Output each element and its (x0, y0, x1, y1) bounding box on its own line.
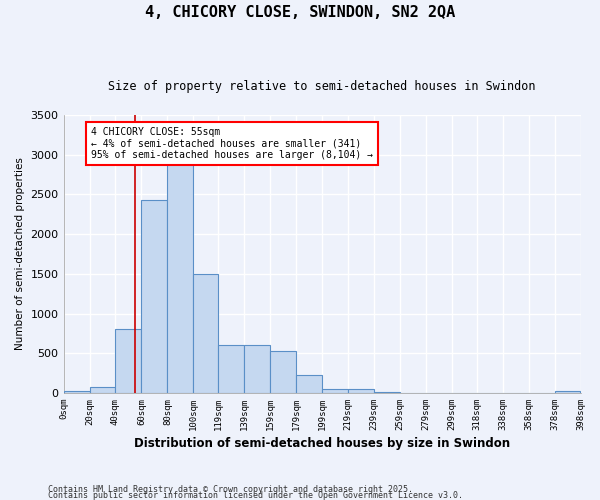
Bar (554, 390, 580, 393)
Bar (322, 389, 348, 393)
Bar (193, 274, 218, 393)
X-axis label: Distribution of semi-detached houses by size in Swindon: Distribution of semi-detached houses by … (134, 437, 510, 450)
Text: Contains HM Land Registry data © Crown copyright and database right 2025.: Contains HM Land Registry data © Crown c… (48, 485, 413, 494)
Y-axis label: Number of semi-detached properties: Number of semi-detached properties (15, 158, 25, 350)
Text: 4 CHICORY CLOSE: 55sqm
← 4% of semi-detached houses are smaller (341)
95% of sem: 4 CHICORY CLOSE: 55sqm ← 4% of semi-deta… (91, 127, 373, 160)
Bar (167, 162, 193, 393)
Title: Size of property relative to semi-detached houses in Swindon: Size of property relative to semi-detach… (108, 80, 536, 93)
Bar (244, 346, 270, 393)
Text: 4, CHICORY CLOSE, SWINDON, SN2 2QA: 4, CHICORY CLOSE, SWINDON, SN2 2QA (145, 5, 455, 20)
Bar (218, 346, 244, 393)
Bar (374, 392, 400, 393)
Bar (348, 389, 374, 393)
Bar (89, 386, 115, 393)
Bar (142, 200, 167, 393)
Bar (296, 374, 322, 393)
Bar (270, 351, 296, 393)
Bar (115, 330, 142, 393)
Text: Contains public sector information licensed under the Open Government Licence v3: Contains public sector information licen… (48, 491, 463, 500)
Bar (64, 390, 89, 393)
